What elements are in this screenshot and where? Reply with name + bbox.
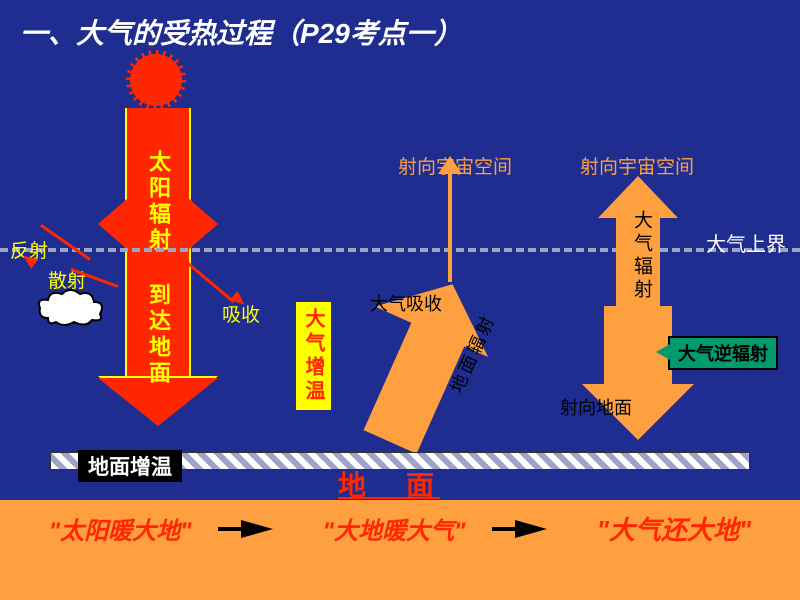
ground-heat-box: 地面增温 [78,450,182,482]
flow-step-1: "太阳暖大地" [49,511,192,546]
solar-arrow-notch-r [188,198,218,250]
to-ground-label: 射向地面 [560,394,632,420]
back-rad-pointer [656,344,670,360]
page-title: 一、大气的受热过程（P29考点一） [0,0,800,64]
atmos-absorb-label: 大气吸收 [370,295,410,315]
flow-step-3: "大气还大地" [597,510,752,547]
flow-arrow-1 [241,520,273,538]
atmosphere-boundary-line [0,248,800,252]
solar-radiation-label: 太阳辐射 到达地面 [142,150,174,387]
solar-arrow-notch [98,198,128,250]
atmos-heat-box: 大气增温 [296,302,331,410]
sun-icon [132,56,180,104]
to-space-label-1: 射向宇宙空间 [398,152,512,179]
atmos-rad-label: 大气辐射 [628,210,655,302]
to-space-arrow-1 [448,170,452,282]
cloud-icon [36,288,106,326]
flow-step-2: "大地暖大气" [323,511,466,546]
back-radiation-box: 大气逆辐射 [668,336,778,370]
ground-label: 地 面 [338,464,440,504]
atmosphere-top-label: 大气上界 [706,228,786,257]
process-flow: "太阳暖大地" "大地暖大气" "大气还大地" [0,510,800,547]
to-space-label-2: 射向宇宙空间 [580,152,694,179]
flow-arrow-2 [515,520,547,538]
